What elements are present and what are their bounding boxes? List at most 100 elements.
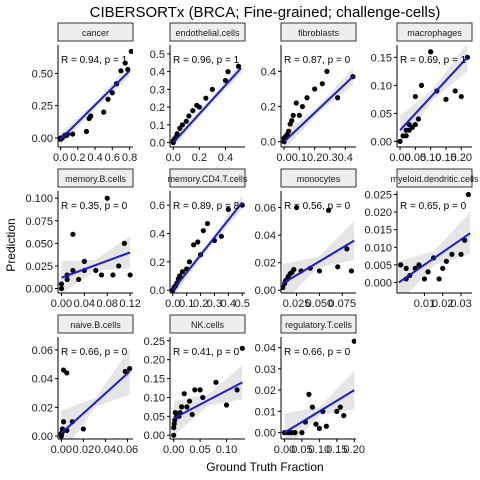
data-point (179, 122, 185, 128)
regression-line (282, 239, 355, 285)
data-point (428, 49, 434, 55)
data-point (200, 228, 206, 234)
data-point (222, 77, 229, 84)
x-tick-label: 0.2 (192, 152, 207, 164)
x-tick-label: 0.00 (51, 298, 72, 310)
data-point (306, 391, 312, 397)
x-tick-label: 0.3 (207, 298, 222, 310)
x-tick-label: 0.3 (322, 152, 337, 164)
data-point (191, 242, 197, 248)
facet-strip-label: fibroblasts (298, 28, 340, 38)
x-tick-label: 0.6 (105, 152, 120, 164)
data-point (64, 276, 70, 283)
facet-strip (169, 22, 246, 42)
x-tick-label: 0.15 (435, 152, 456, 164)
x-tick-label: 0.8 (122, 152, 137, 164)
data-point (316, 268, 323, 274)
data-point (196, 104, 202, 110)
data-point (465, 191, 471, 198)
regression-line (172, 67, 242, 144)
facet-panel-endothelial.cells: endothelial.cells R = 0.96, p = 1 0.0 0.2 0.… (150, 22, 246, 164)
data-point (109, 90, 115, 96)
data-point (351, 338, 356, 344)
facet-strip (280, 314, 357, 334)
y-tick-label: 0.15 (371, 52, 392, 64)
data-point (60, 419, 67, 425)
y-tick-label: 0.2 (150, 102, 165, 114)
data-point (443, 96, 449, 102)
data-point (101, 109, 107, 115)
x-tick-label: 0.2 (193, 298, 208, 310)
facet-strip-label: NK.cells (191, 320, 225, 330)
data-point (458, 93, 464, 100)
data-point (281, 284, 286, 291)
data-point (177, 125, 183, 131)
data-point (412, 121, 418, 128)
x-tick-label: 0.2 (70, 152, 85, 164)
data-point (81, 258, 87, 265)
facet-strip (57, 314, 134, 334)
y-tick-label: 0.01 (255, 406, 276, 418)
data-point (415, 116, 422, 122)
x-tick-label: 0.00 (51, 444, 72, 456)
x-tick-label: 0.1 (179, 298, 194, 310)
data-point (225, 69, 231, 75)
y-tick-label: 0.075 (25, 216, 53, 228)
data-point (121, 240, 128, 246)
facet-strip (280, 22, 357, 42)
data-point (289, 118, 295, 124)
correlation-annotation: R = 0.96, p = 1 (173, 55, 240, 66)
correlation-annotation: R = 0.89, p = 8 (173, 201, 240, 212)
y-tick-label: 0.03 (255, 364, 276, 376)
x-tick-label: 0.4 (338, 152, 353, 164)
x-tick-label: 0.00 (274, 444, 295, 456)
regression-line (173, 381, 243, 420)
data-point (209, 86, 215, 92)
data-point (104, 195, 110, 201)
data-point (286, 128, 292, 134)
y-tick-label: 0.25 (32, 101, 53, 113)
data-point (80, 426, 86, 432)
data-point (93, 267, 99, 274)
y-tick-label: 0.015 (364, 225, 392, 237)
regression-line (283, 389, 355, 434)
data-point (122, 368, 128, 375)
data-point (299, 103, 306, 110)
y-tick-label: 0.00 (255, 428, 276, 440)
data-point (304, 95, 310, 101)
facet-strip-label: endothelial.cells (175, 28, 240, 38)
facet-strip-label: regulatory.T.cells (285, 320, 352, 330)
correlation-annotation: R = 0.35, p = 0 (61, 201, 128, 212)
correlation-annotation: R = 0.41, p = 0 (173, 347, 240, 358)
x-tick-label: 0.20 (344, 444, 365, 456)
x-tick-label: 0.03 (450, 298, 471, 310)
facet-strip-label: naive.B.cells (70, 320, 121, 330)
data-point (418, 82, 425, 88)
data-point (183, 118, 189, 124)
x-tick-label: 0.01 (414, 298, 435, 310)
facet-strip (169, 314, 246, 334)
facet-strip (57, 22, 134, 42)
data-point (309, 404, 315, 410)
facet-strip-label: memory.B.cells (65, 174, 126, 184)
facet-strip-label: monocytes (297, 174, 341, 184)
data-point (290, 112, 296, 118)
y-tick-label: 0.00 (32, 431, 53, 443)
confidence-band (284, 67, 353, 147)
data-point (398, 262, 404, 268)
x-tick-label: 0.4 (221, 298, 236, 310)
y-tick-label: 0.025 (25, 261, 53, 273)
facet-panel-NK.cells: NK.cells R = 0.41, p = 0 0.00 0.05 0.10 0.00 0… (144, 314, 246, 456)
y-tick-label: 0.06 (255, 203, 276, 215)
data-point (316, 425, 322, 431)
x-tick-label: 0.00 (389, 152, 410, 164)
regression-line (59, 70, 131, 140)
data-point (293, 100, 299, 106)
data-point (225, 206, 231, 213)
y-tick-label: 0.04 (32, 374, 53, 386)
